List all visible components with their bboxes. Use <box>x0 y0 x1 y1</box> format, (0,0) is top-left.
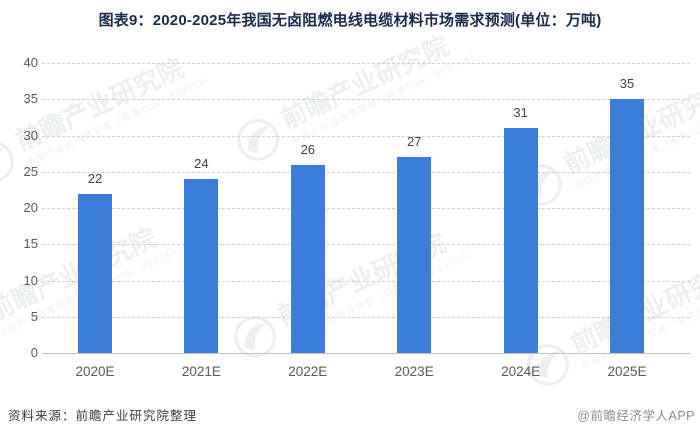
x-tick-label: 2024E <box>501 364 541 379</box>
bar-2023E <box>397 157 432 353</box>
gridline <box>42 316 690 318</box>
bar-value-label: 24 <box>194 156 209 171</box>
x-tick-label: 2021E <box>181 364 221 379</box>
source-note: 资料来源：前瞻产业研究院整理 <box>8 409 198 423</box>
x-tick-label: 2025E <box>607 364 647 379</box>
bar-value-label: 35 <box>619 76 635 92</box>
bar-2022E <box>290 164 325 353</box>
y-tick-label: 0 <box>30 345 38 360</box>
y-tick-label: 30 <box>23 127 38 143</box>
y-tick-label: 20 <box>23 200 38 215</box>
gridline <box>42 208 690 209</box>
gridline <box>42 99 690 101</box>
bar-2021E <box>184 179 219 353</box>
x-tick-label: 2023E <box>394 364 434 379</box>
gridline <box>42 171 690 173</box>
gridline <box>42 63 690 64</box>
y-tick-label: 35 <box>23 91 38 107</box>
y-tick-label: 25 <box>23 163 38 179</box>
bar-2024E <box>503 128 538 353</box>
y-tick-label: 40 <box>23 55 38 70</box>
gridline <box>42 280 690 282</box>
bar-value-label: 22 <box>87 170 103 186</box>
y-tick-label: 15 <box>23 236 38 252</box>
gridline <box>42 244 690 246</box>
bar-2025E <box>610 99 644 353</box>
y-tick-label: 5 <box>30 308 38 324</box>
y-tick-label: 10 <box>23 272 38 288</box>
bar-value-label: 26 <box>300 141 316 157</box>
x-axis-line <box>42 353 690 354</box>
bar-value-label: 27 <box>406 134 422 150</box>
x-tick-label: 2022E <box>288 364 328 379</box>
bar-value-label: 31 <box>513 105 528 121</box>
credit-note: @前瞻经济学人APP <box>577 409 695 423</box>
x-tick-label: 2020E <box>75 364 115 379</box>
chart-title: 图表9：2020-2025年我国无卤阻燃电线电缆材料市场需求预测(单位：万吨) <box>98 12 602 29</box>
gridline <box>42 135 690 137</box>
bar-2020E <box>78 193 112 353</box>
